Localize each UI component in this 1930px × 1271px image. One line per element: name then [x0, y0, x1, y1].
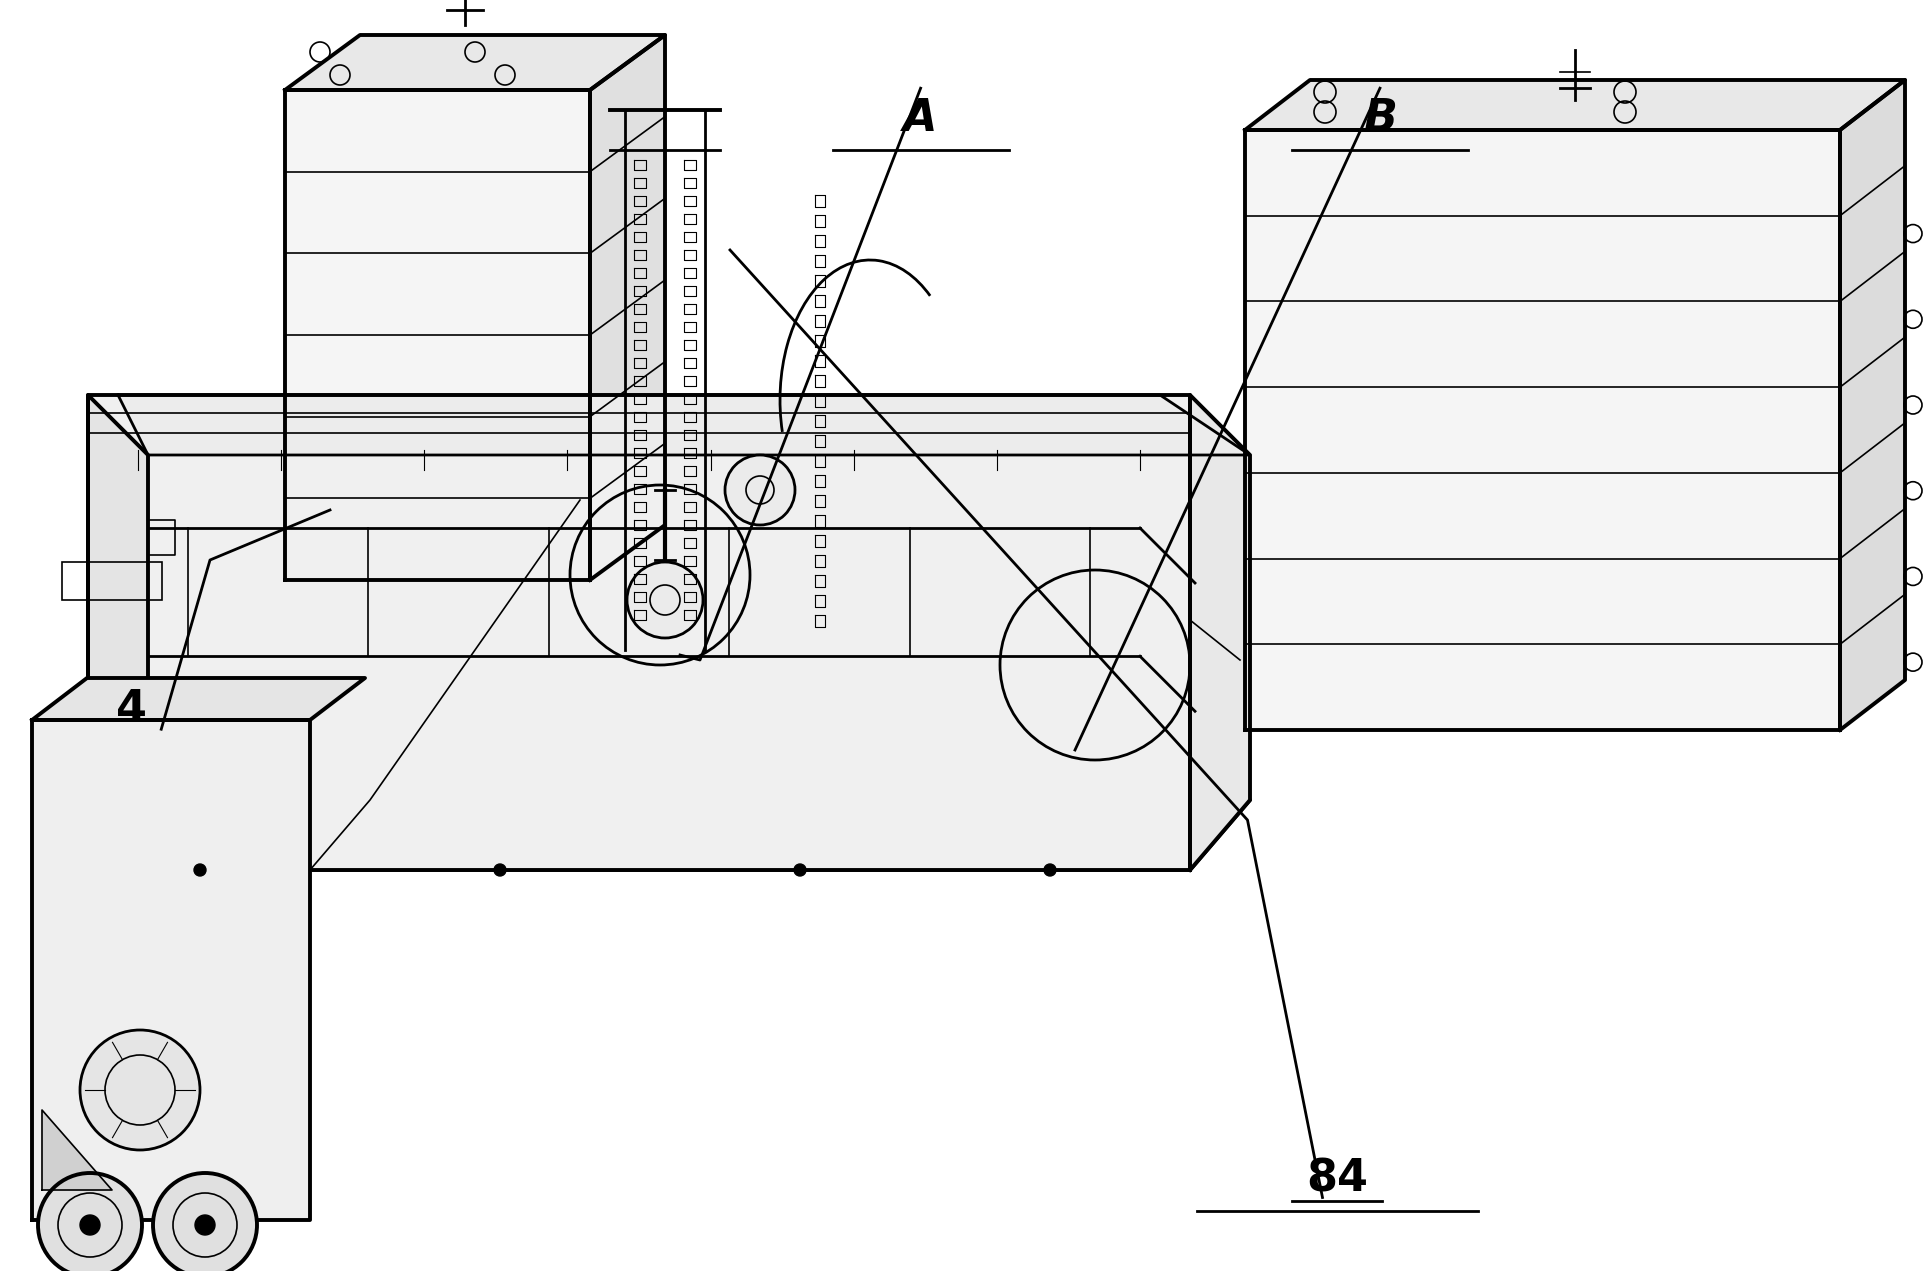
- Polygon shape: [1191, 395, 1251, 871]
- Circle shape: [726, 455, 795, 525]
- Bar: [62, 562, 162, 600]
- Circle shape: [1044, 864, 1056, 876]
- Polygon shape: [1245, 80, 1905, 130]
- Circle shape: [627, 562, 703, 638]
- Polygon shape: [286, 90, 591, 580]
- Circle shape: [39, 1173, 143, 1271]
- Text: A: A: [903, 97, 938, 140]
- Polygon shape: [1839, 80, 1905, 730]
- Polygon shape: [89, 799, 1251, 871]
- Text: 84: 84: [1307, 1158, 1368, 1201]
- Polygon shape: [33, 719, 311, 1220]
- Polygon shape: [42, 1110, 112, 1190]
- Polygon shape: [33, 677, 365, 719]
- Polygon shape: [1245, 130, 1839, 730]
- Polygon shape: [591, 36, 666, 580]
- Circle shape: [793, 864, 807, 876]
- Polygon shape: [89, 395, 1191, 871]
- Circle shape: [152, 1173, 257, 1271]
- Circle shape: [494, 864, 506, 876]
- Polygon shape: [286, 36, 666, 90]
- Circle shape: [79, 1215, 100, 1235]
- Circle shape: [195, 864, 207, 876]
- Polygon shape: [118, 395, 1251, 455]
- Circle shape: [79, 1030, 201, 1150]
- Circle shape: [195, 1215, 214, 1235]
- Polygon shape: [89, 395, 149, 871]
- Text: 4: 4: [116, 688, 147, 731]
- Text: B: B: [1363, 97, 1397, 140]
